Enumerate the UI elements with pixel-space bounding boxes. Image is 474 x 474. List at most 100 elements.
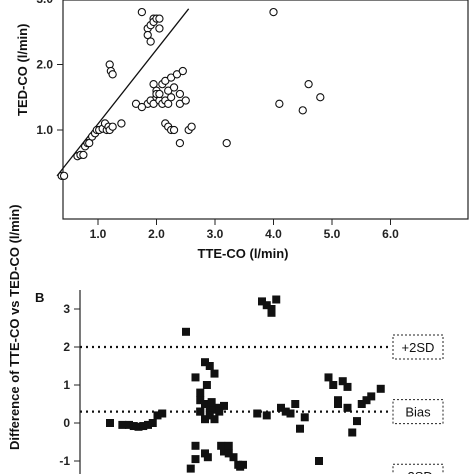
panel-b-point [291,400,300,408]
panel-b-point [224,449,233,458]
reference-label-bias: Bias [405,405,431,420]
panel-b-point [236,462,245,471]
reference-label-2sd: +2SD [402,340,435,355]
panel-b-point [134,422,143,431]
panel-b-point [338,377,347,386]
panel-a-x-tick-label: 3.0 [207,227,224,241]
panel-b-point [272,295,281,304]
panel-a-point [79,150,88,160]
panel-b-y-tick-label: 1 [63,378,70,392]
panel-a-x-tick-label: 4.0 [265,227,282,241]
panel-a-point [187,122,196,131]
panel-b-point [210,369,219,378]
panel-b-point [220,447,228,456]
panel-a-point [175,138,185,148]
panel-b-point [139,422,148,431]
panel-a-point [117,119,126,128]
panel-a-point [105,60,114,69]
panel-a-point [149,80,158,89]
panel-a-ticks: 1.0 2.0 3.0 4.0 5.0 6.0 1.0 2.0 3.0 [36,0,399,241]
panel-a-point [146,37,155,46]
panel-b-point [334,400,342,408]
panel-b-point [196,388,205,397]
reference-label-box-2sd [392,463,444,474]
panel-b-point [376,384,385,393]
panel-b-y-tick-label: 0 [63,416,70,430]
panel-b-point [367,392,376,401]
panel-b-point [186,464,195,473]
panel-b-point [129,422,138,431]
panel-a-point [137,102,147,112]
panel-a-point [137,7,147,17]
panel-a-regression-line [56,8,190,177]
panel-b-point [205,411,214,420]
panel-b-point [205,403,214,412]
panel-b-point [106,419,114,427]
panel-a-plot-frame [62,0,469,220]
panel-b-point [262,301,271,310]
panel-a-point [85,138,94,148]
panel-b-point [153,411,162,420]
panel-b-point [207,398,216,407]
panel-a-y-tick-label: 3.0 [36,0,53,6]
panel-b-point [125,420,133,429]
panel-b-point [296,424,304,433]
panel-b-ticks: -1 0 1 2 3 [59,302,80,468]
panel-a-point [275,99,284,108]
panel-a-point [164,99,173,108]
panel-a-point [178,66,187,76]
panel-a-x-tick-label: 5.0 [324,227,341,241]
panel-a-points [57,7,325,180]
panel-b-point [329,381,338,389]
panel-b-point [203,453,212,462]
panel-b: B Difference of TTE-CO vs TED-CO (l/min)… [7,204,444,474]
panel-b-point [281,407,290,416]
panel-b-y-tick-label: -1 [59,454,70,468]
panel-b-point [191,441,200,450]
panel-a-point [108,70,117,79]
panel-b-point [253,409,262,418]
panel-b-point [220,401,228,410]
panel-b-point [362,396,371,405]
panel-a-point [298,106,307,115]
panel-a-y-axis-title: TED-CO (l/min) [15,24,30,116]
panel-a-point [175,89,185,99]
panel-a-point [143,30,152,40]
panel-b-point [201,415,209,424]
panel-a-point [155,24,164,33]
panel-b-point [286,409,295,418]
panel-a-y-tick-label: 2.0 [36,58,53,72]
panel-b-point [210,405,219,414]
panel-a-point [166,93,176,102]
panel-b-point [277,403,285,412]
panel-a-regression [56,8,190,177]
panel-a-y-tick-label: 1.0 [36,123,53,137]
panel-b-point [191,455,200,464]
panel-b-point [217,441,226,450]
panel-a-x-axis-title: TTE-CO (l/min) [198,246,289,261]
panel-b-point [348,428,357,437]
panel-b-point [118,420,127,429]
panel-b-point [210,415,219,424]
panel-b-reference-lines: +2SD Bias -2SD [80,334,444,474]
panel-a-point [169,125,179,135]
panel-b-point [229,453,238,462]
panel-b-point [258,297,266,306]
panel-b-point [196,407,205,416]
panel-b-point [196,396,205,405]
panel-b-point [215,407,224,416]
panel-b-point [343,382,352,391]
panel-a-x-tick-label: 2.0 [148,227,165,241]
panel-b-point [315,457,323,465]
panel-b-point [201,358,209,367]
panel-b-point [357,400,366,408]
panel-b-label: B [35,290,44,305]
panel-a-point [155,14,164,23]
panel-b-y-tick-label: 3 [63,302,70,316]
panel-b-y-axis-title: Difference of TTE-CO vs TED-CO (l/min) [7,204,22,450]
panel-b-y-tick-label: 2 [63,340,70,354]
panel-a-point [316,93,325,102]
panel-a: TED-CO (l/min) TTE-CO (l/min) 1.0 2.0 3.0 4… [15,0,469,261]
panel-b-point [205,362,214,370]
